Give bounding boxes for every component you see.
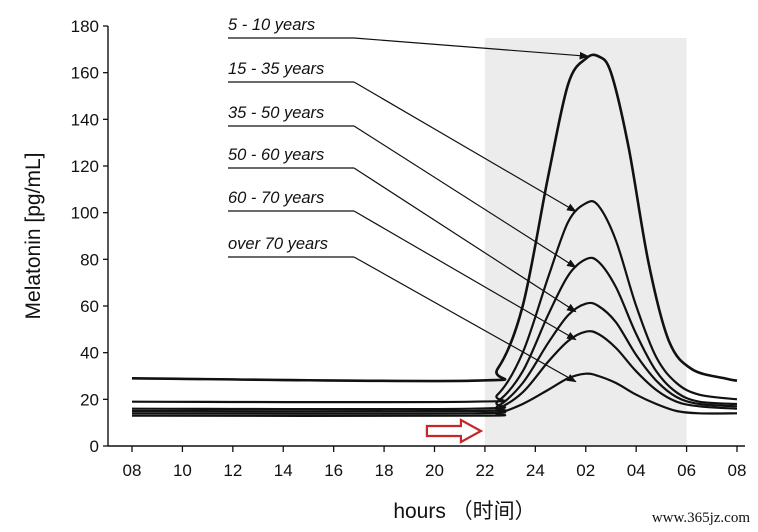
y-tick-label: 140 [71, 110, 99, 129]
series-leader-arrow [353, 167, 577, 313]
x-ticks: 08 10 12 14 16 18 20 22 24 02 04 06 08 [123, 446, 747, 480]
y-axis-title: Melatonin [pg/mL] [22, 153, 45, 320]
series-line [131, 372, 738, 417]
axes [107, 26, 745, 447]
x-tick-label: 20 [425, 461, 444, 480]
series-leader-arrow [353, 37, 590, 60]
series-leader-arrow [353, 256, 577, 383]
x-tick-label: 16 [324, 461, 343, 480]
series-leader-arrow [353, 210, 577, 341]
series-leader-arrow [353, 125, 577, 268]
series-leader-arrow [353, 81, 577, 212]
y-tick-label: 20 [80, 390, 99, 409]
label-leaders [228, 37, 590, 383]
series-curves [131, 53, 738, 417]
y-tick-label: 60 [80, 297, 99, 316]
x-tick-label: 08 [123, 461, 142, 480]
y-ticks: 0 20 40 60 80 100 120 140 160 180 [71, 17, 108, 456]
x-tick-label: 02 [576, 461, 595, 480]
y-tick-label: 120 [71, 157, 99, 176]
series-label: over 70 years [228, 235, 328, 253]
series-label: 15 - 35 years [228, 60, 324, 78]
x-tick-label: 18 [375, 461, 394, 480]
series-label: 60 - 70 years [228, 189, 324, 207]
y-tick-label: 160 [71, 64, 99, 83]
x-tick-label: 22 [475, 461, 494, 480]
series-label: 5 - 10 years [228, 16, 315, 34]
x-tick-label: 06 [677, 461, 696, 480]
x-tick-label: 08 [728, 461, 747, 480]
x-tick-label: 04 [627, 461, 646, 480]
y-tick-label: 180 [71, 17, 99, 36]
series-labels: 5 - 10 years 15 - 35 years 35 - 50 years 50… [228, 16, 328, 253]
x-tick-label: 10 [173, 461, 192, 480]
x-tick-label: 24 [526, 461, 545, 480]
series-label: 35 - 50 years [228, 104, 324, 122]
y-tick-label: 40 [80, 344, 99, 363]
y-tick-label: 100 [71, 204, 99, 223]
x-axis-title: hours （时间） [393, 500, 535, 523]
night-start-arrow [425, 418, 484, 444]
series-label: 50 - 60 years [228, 146, 324, 164]
x-tick-label: 12 [223, 461, 242, 480]
y-tick-label: 0 [90, 437, 99, 456]
watermark-text: www.365jz.com [652, 510, 751, 526]
x-tick-label: 14 [274, 461, 293, 480]
y-tick-label: 80 [80, 250, 99, 269]
